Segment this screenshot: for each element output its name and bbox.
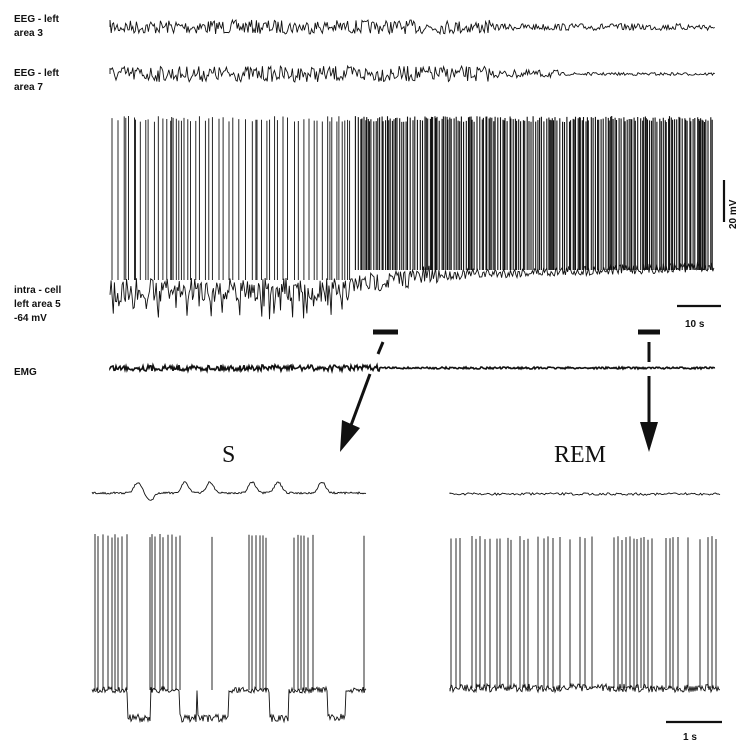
rem-eeg-trace	[449, 492, 721, 496]
eeg-area3-label-line2: area 3	[14, 28, 43, 39]
intracell-baseline-trace	[109, 261, 715, 320]
eeg-area7-label-line2: area 7	[14, 82, 43, 93]
intracell-label-line3: -64 mV	[14, 313, 47, 324]
arrow-down-left-icon	[340, 341, 385, 452]
intracell-label-line2: left area 5	[14, 299, 61, 310]
panel-rem-title: REM	[554, 442, 606, 468]
s-eeg-trace	[91, 481, 367, 501]
rem-intracell-baseline-trace	[449, 682, 721, 694]
eeg-area7-label-line1: EEG - left	[14, 68, 60, 79]
time-scale-label-bottom: 1 s	[683, 732, 697, 743]
emg-trace	[109, 362, 716, 374]
s-intracell-baseline-trace	[91, 685, 367, 724]
intracell-spikes	[111, 116, 713, 280]
rem-intracell-spikes	[450, 536, 717, 688]
intracell-label-line1: intra - cell	[14, 285, 61, 296]
emg-label: EMG	[14, 367, 37, 378]
eeg-area3-trace	[109, 18, 715, 36]
panel-s-title: S	[222, 442, 235, 468]
eeg-area3-label-line1: EEG - left	[14, 14, 60, 25]
voltage-scale-label: 20 mV	[728, 199, 739, 229]
arrow-down-icon	[640, 342, 658, 452]
time-scale-label-top: 10 s	[685, 319, 705, 330]
eeg-area7-trace	[109, 64, 715, 84]
s-intracell-spikes	[94, 534, 365, 690]
